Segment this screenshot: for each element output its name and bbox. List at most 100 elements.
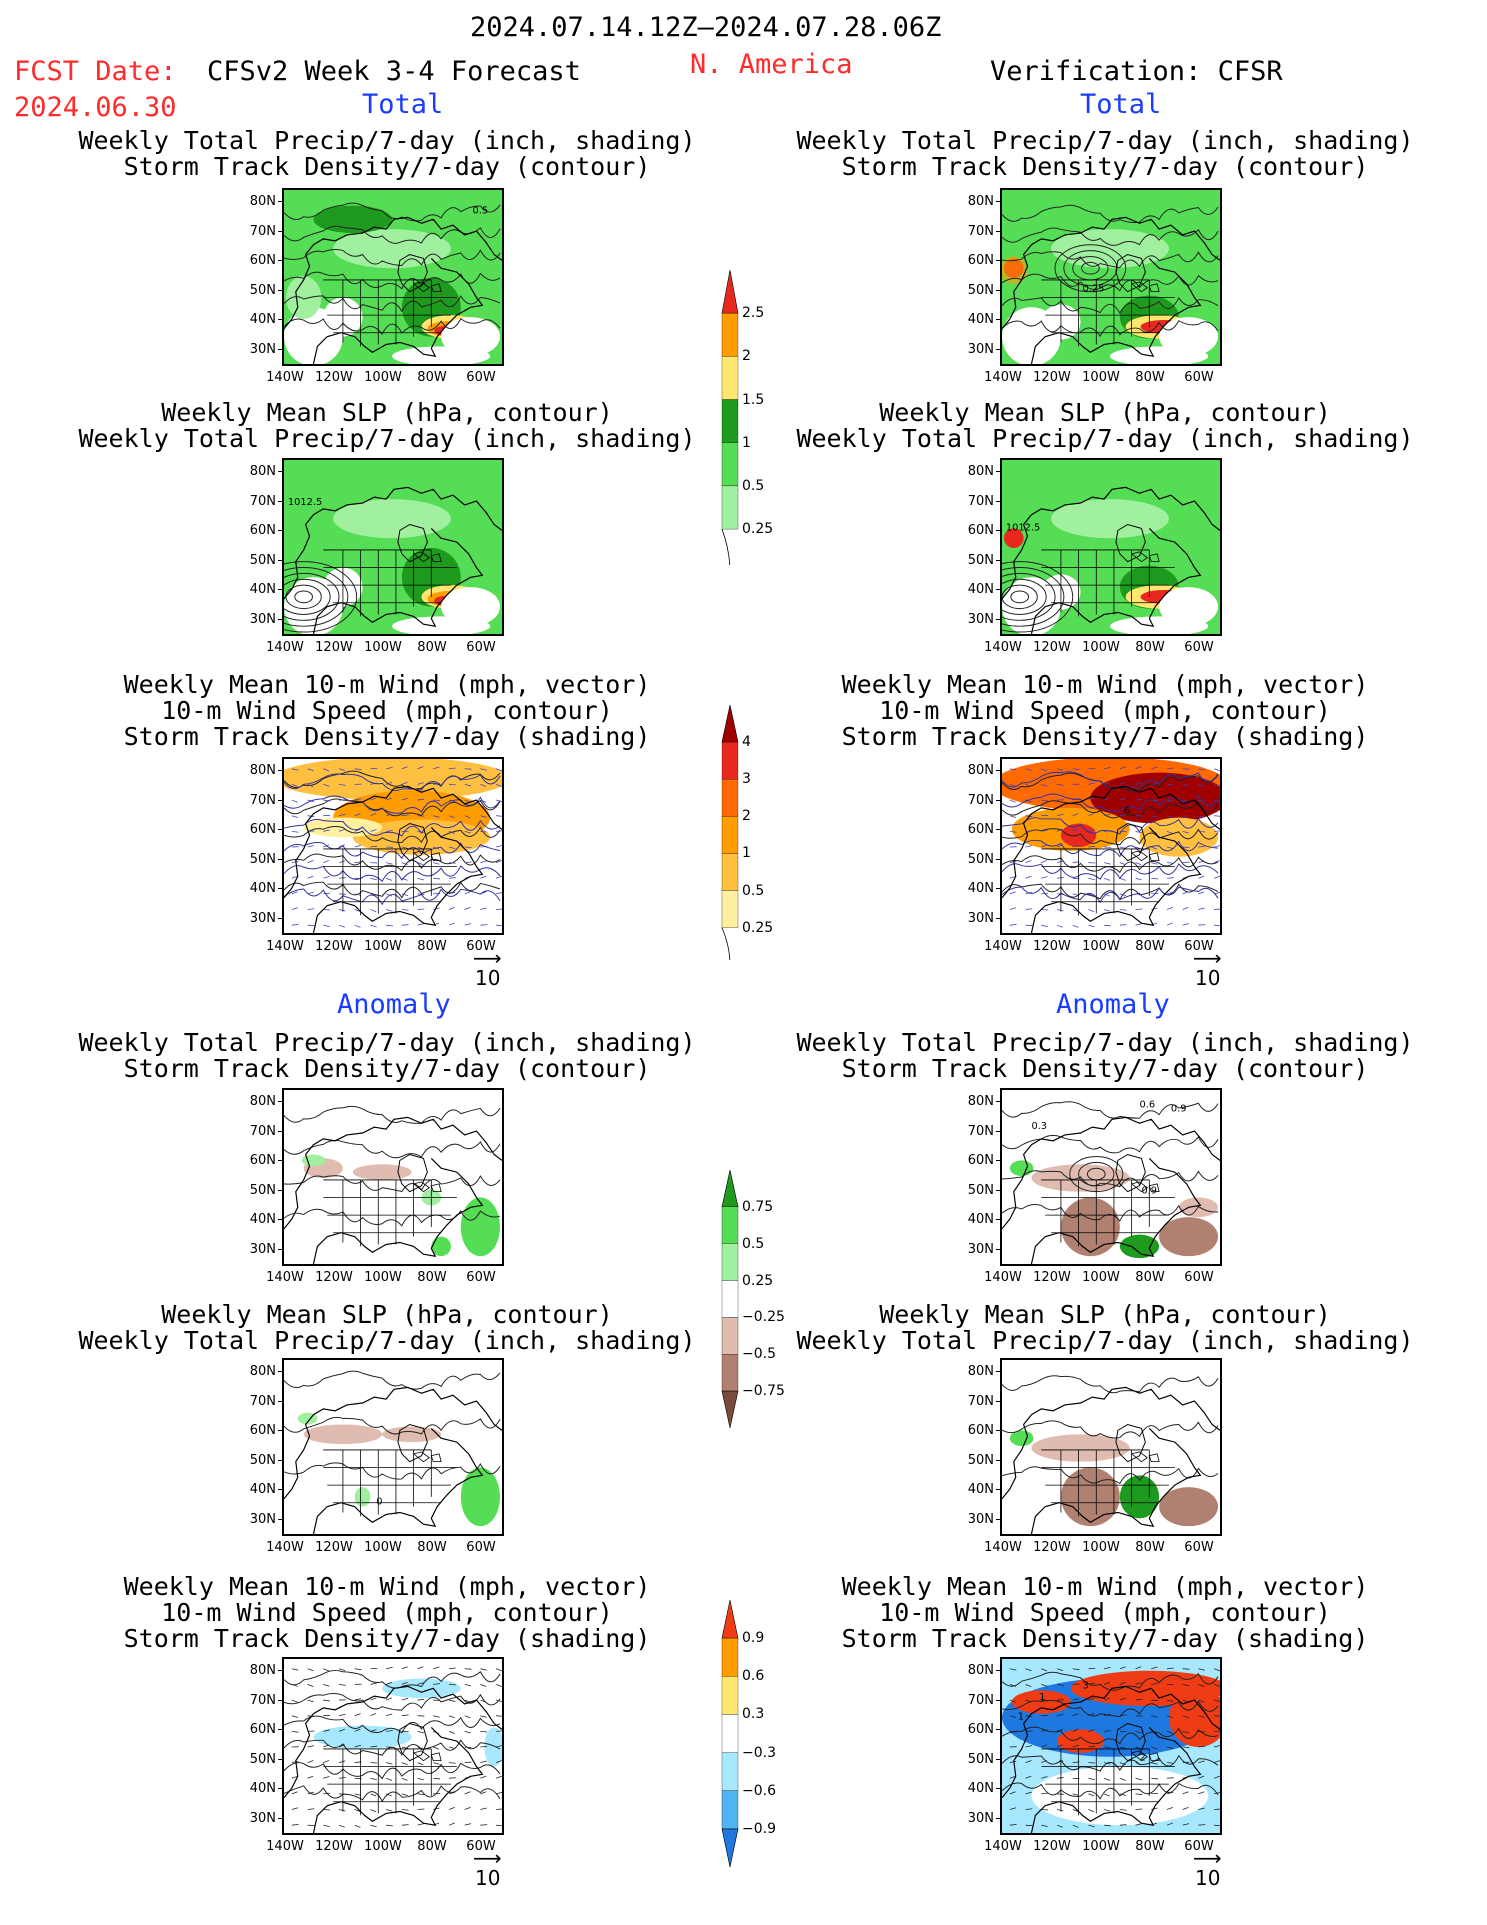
colorbar-label: 2 <box>742 808 751 825</box>
colorbar-precip_anom <box>721 1170 739 1428</box>
lon-label: 60W <box>1184 640 1214 655</box>
lat-label: 30N <box>249 910 276 926</box>
colorbar-label: 0.9 <box>742 1630 765 1647</box>
lat-tick <box>278 1130 282 1132</box>
colorbar-label: 0.3 <box>742 1706 765 1723</box>
lon-label: 100W <box>364 640 402 655</box>
lon-label: 140W <box>266 1270 304 1285</box>
lon-label: 60W <box>1184 1839 1214 1854</box>
svg-text:0.5: 0.5 <box>473 205 489 216</box>
period-title: 2024.07.14.12Z–2024.07.28.06Z <box>470 12 942 43</box>
lon-label: 120W <box>1033 370 1071 385</box>
colorbar-label: 0.5 <box>742 477 765 494</box>
lat-label: 80N <box>967 1094 994 1109</box>
lat-label: 70N <box>967 1393 994 1409</box>
lat-tick <box>278 289 282 291</box>
colorbar-label: 0.5 <box>742 882 765 899</box>
lat-tick <box>278 1817 282 1819</box>
lat-label: 70N <box>967 493 994 509</box>
lat-tick <box>996 319 1000 320</box>
colorbar-label: −0.6 <box>742 1782 776 1799</box>
lon-label: 80W <box>417 640 447 655</box>
section-anomaly-forecast: Anomaly <box>337 989 451 1020</box>
lon-label: 120W <box>315 1839 353 1854</box>
panel-title-3-0-1: Storm Track Density/7-day (contour) <box>123 1054 651 1083</box>
vector-ref-arrow: ⟶ <box>473 1846 502 1870</box>
lon-label: 120W <box>315 370 353 385</box>
lon-label: 60W <box>1184 1540 1214 1555</box>
colorbar-label: 4 <box>742 734 751 751</box>
colorbar-label: 1 <box>742 845 751 862</box>
colorbar-label: 3 <box>742 771 751 788</box>
lon-label: 100W <box>364 1839 402 1854</box>
lat-tick <box>996 1189 1000 1191</box>
lat-tick <box>278 1219 282 1220</box>
lat-label: 60N <box>249 1722 276 1737</box>
svg-text:1012.5: 1012.5 <box>288 497 322 508</box>
svg-text:1: 1 <box>1018 1712 1024 1723</box>
lat-label: 40N <box>249 881 276 896</box>
lat-tick <box>278 618 282 620</box>
lat-label: 30N <box>967 910 994 926</box>
lat-label: 80N <box>967 1364 994 1379</box>
map-panel-r5-c0 <box>282 1657 504 1835</box>
lat-label: 70N <box>249 1692 276 1708</box>
colorbar-storm_total <box>721 705 739 960</box>
panel-title-2-0-2: Storm Track Density/7-day (shading) <box>123 722 651 751</box>
lon-label: 140W <box>984 640 1022 655</box>
lon-label: 60W <box>466 1839 496 1854</box>
lat-tick <box>996 530 1000 531</box>
lat-tick <box>996 1489 1000 1490</box>
lat-label: 50N <box>249 1452 276 1468</box>
lon-label: 80W <box>1135 640 1165 655</box>
lat-label: 70N <box>249 1123 276 1139</box>
lat-label: 30N <box>249 611 276 627</box>
lon-label: 80W <box>1135 1540 1165 1555</box>
lon-label: 60W <box>1184 370 1214 385</box>
lat-tick <box>996 230 1000 232</box>
lon-label: 140W <box>984 939 1022 954</box>
lat-label: 50N <box>249 1182 276 1198</box>
panel-title-5-0-1: 10-m Wind Speed (mph, contour) <box>161 1598 613 1627</box>
lat-tick <box>278 1699 282 1701</box>
lat-tick <box>996 829 1000 830</box>
map-panel-r0-c1: 0.25 <box>1000 188 1222 366</box>
lon-label: 80W <box>1135 939 1165 954</box>
lat-label: 70N <box>967 1123 994 1139</box>
colorbar-label: −0.3 <box>742 1744 776 1761</box>
colorbar-label: 2 <box>742 348 751 365</box>
lat-tick <box>278 858 282 860</box>
lat-label: 60N <box>967 1423 994 1438</box>
panel-title-4-1-1: Weekly Total Precip/7-day (inch, shading… <box>796 1326 1414 1355</box>
colorbar-label: 0.25 <box>742 1272 774 1289</box>
lat-label: 50N <box>967 282 994 298</box>
lat-label: 60N <box>249 1423 276 1438</box>
lon-label: 100W <box>1082 1839 1120 1854</box>
lon-label: 100W <box>1082 939 1120 954</box>
colorbar-label: 2.5 <box>742 305 765 322</box>
lat-tick <box>996 1699 1000 1701</box>
lat-tick <box>278 1189 282 1191</box>
lat-tick <box>996 589 1000 590</box>
svg-text:0.25: 0.25 <box>1083 284 1105 295</box>
panel-title-3-1-1: Storm Track Density/7-day (contour) <box>841 1054 1369 1083</box>
lat-tick <box>278 1788 282 1789</box>
lon-label: 140W <box>984 1270 1022 1285</box>
panel-title-4-0-1: Weekly Total Precip/7-day (inch, shading… <box>78 1326 696 1355</box>
panel-title-1-0-1: Weekly Total Precip/7-day (inch, shading… <box>78 424 696 453</box>
lat-tick <box>278 829 282 830</box>
lat-tick <box>278 917 282 919</box>
lat-tick <box>278 1400 282 1402</box>
lat-label: 60N <box>967 1722 994 1737</box>
lon-label: 140W <box>266 1839 304 1854</box>
colorbar-label: −0.25 <box>742 1309 785 1326</box>
lon-label: 100W <box>1082 1270 1120 1285</box>
lat-label: 80N <box>967 194 994 209</box>
lat-tick <box>996 799 1000 801</box>
section-total-verification: Total <box>1080 89 1162 120</box>
lat-tick <box>278 1248 282 1250</box>
lon-label: 120W <box>315 1540 353 1555</box>
map-panel-r4-c0: 0 <box>282 1358 504 1536</box>
lat-tick <box>278 1758 282 1760</box>
vector-ref-arrow: ⟶ <box>473 946 502 970</box>
